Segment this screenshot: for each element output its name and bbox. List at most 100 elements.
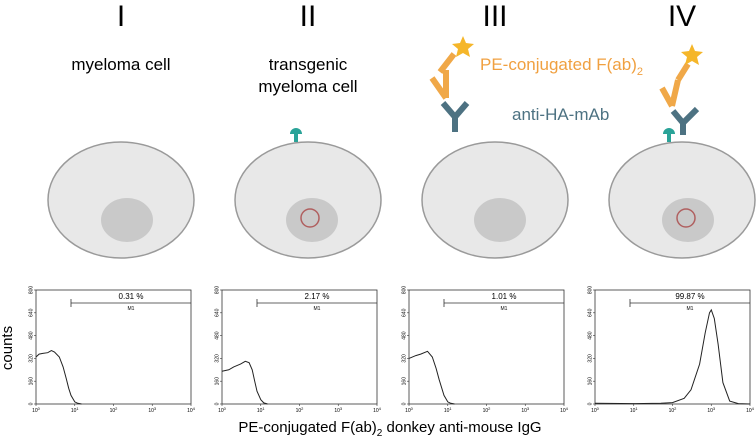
x-tick-base: 10 xyxy=(218,408,224,414)
x-tick-label: 103 xyxy=(334,406,343,414)
plot-frame xyxy=(221,289,378,405)
x-tick-label: 101 xyxy=(71,406,80,414)
x-tick-label: 102 xyxy=(669,406,678,414)
x-tick-label: 103 xyxy=(707,406,716,414)
histogram-line xyxy=(35,350,82,405)
x-tick-base: 10 xyxy=(187,408,193,414)
plot-frame xyxy=(408,289,565,405)
transgene xyxy=(676,208,696,228)
x-tick-label: 104 xyxy=(746,406,755,414)
x-tick-base: 10 xyxy=(373,408,379,414)
y-tick-label: 320 xyxy=(587,354,593,363)
x-tick-label: 104 xyxy=(187,406,196,414)
y-tick-label: 0 xyxy=(401,402,407,405)
x-tick-power: 2 xyxy=(301,406,304,411)
x-tick-power: 0 xyxy=(38,406,41,411)
x-tick-label: 100 xyxy=(32,406,41,414)
y-tick-label: 0 xyxy=(214,402,220,405)
y-tick-label: 160 xyxy=(587,377,593,386)
y-tick-label: 0 xyxy=(28,402,34,405)
x-tick-label: 103 xyxy=(521,406,530,414)
x-tick-base: 10 xyxy=(148,408,154,414)
x-tick-label: 101 xyxy=(257,406,266,414)
x-tick-label: 102 xyxy=(296,406,305,414)
y-tick-label: 800 xyxy=(28,286,34,295)
nucleus xyxy=(474,198,526,242)
gate-name: M1 xyxy=(501,306,508,312)
y-tick-label: 640 xyxy=(587,308,593,317)
y-tick-label: 480 xyxy=(28,331,34,340)
gate-percent: 2.17 % xyxy=(305,292,330,301)
x-tick-label: 100 xyxy=(591,406,600,414)
numeral: IV xyxy=(668,0,696,33)
panel-label: myeloma cell xyxy=(258,77,357,96)
histogram-line xyxy=(594,308,751,405)
x-tick-base: 10 xyxy=(560,408,566,414)
x-tick-base: 10 xyxy=(32,408,38,414)
x-tick-label: 101 xyxy=(630,406,639,414)
x-tick-power: 2 xyxy=(674,406,677,411)
x-tick-label: 104 xyxy=(373,406,382,414)
fab-fragment xyxy=(429,52,691,108)
gate-bracket xyxy=(70,299,191,307)
x-tick-power: 3 xyxy=(154,406,157,411)
x-tick-power: 0 xyxy=(411,406,414,411)
x-tick-base: 10 xyxy=(334,408,340,414)
x-tick-base: 10 xyxy=(296,408,302,414)
y-tick-label: 320 xyxy=(28,354,34,363)
x-tick-power: 4 xyxy=(752,406,755,411)
y-tick-label: 640 xyxy=(28,308,34,317)
x-label-sub: 2 xyxy=(377,428,383,439)
x-tick-power: 1 xyxy=(262,406,265,411)
x-tick-base: 10 xyxy=(483,408,489,414)
x-tick-base: 10 xyxy=(257,408,263,414)
y-tick-label: 160 xyxy=(28,377,34,386)
y-tick-label: 320 xyxy=(214,354,220,363)
x-tick-base: 10 xyxy=(521,408,527,414)
panel-label: myeloma cell xyxy=(71,55,170,74)
x-tick-power: 1 xyxy=(449,406,452,411)
pe-star xyxy=(681,44,703,65)
x-tick-label: 101 xyxy=(444,406,453,414)
histogram-line xyxy=(408,350,455,405)
gate-bracket xyxy=(629,299,750,307)
y-tick-label: 160 xyxy=(214,377,220,386)
histogram-line xyxy=(221,360,268,405)
ha-receptor xyxy=(663,128,675,142)
y-tick-label: 800 xyxy=(214,286,220,295)
x-label-rest: donkey anti-mouse IgG xyxy=(382,419,541,436)
y-label: counts xyxy=(0,326,16,370)
x-tick-power: 3 xyxy=(527,406,530,411)
x-label-text: PE-conjugated F(ab) xyxy=(238,419,376,436)
x-tick-power: 1 xyxy=(76,406,79,411)
x-tick-base: 10 xyxy=(110,408,116,414)
plot-frame xyxy=(594,289,751,405)
legend-pe-sub: 2 xyxy=(637,66,643,78)
x-tick-base: 10 xyxy=(444,408,450,414)
y-tick-label: 0 xyxy=(587,402,593,405)
x-tick-power: 4 xyxy=(193,406,196,411)
legend-anti: anti-HA-mAb xyxy=(512,105,609,124)
nucleus xyxy=(101,198,153,242)
legend-pe: PE-conjugated F(ab)2 xyxy=(480,55,643,78)
x-tick-power: 4 xyxy=(566,406,569,411)
x-tick-base: 10 xyxy=(630,408,636,414)
x-tick-base: 10 xyxy=(669,408,675,414)
gate-name: M1 xyxy=(314,306,321,312)
x-tick-power: 2 xyxy=(115,406,118,411)
y-tick-label: 160 xyxy=(401,377,407,386)
x-tick-power: 0 xyxy=(224,406,227,411)
gate-percent: 1.01 % xyxy=(492,292,517,301)
x-tick-label: 102 xyxy=(110,406,119,414)
numeral: I xyxy=(117,0,125,33)
antibody xyxy=(440,101,700,135)
gate-percent: 99.87 % xyxy=(675,292,704,301)
gate-name: M1 xyxy=(687,306,694,312)
cells xyxy=(47,36,756,259)
y-tick-label: 640 xyxy=(214,308,220,317)
legend-pe-text: PE-conjugated F(ab) xyxy=(480,55,637,74)
x-tick-base: 10 xyxy=(71,408,77,414)
x-tick-base: 10 xyxy=(746,408,752,414)
y-tick-label: 800 xyxy=(587,286,593,295)
